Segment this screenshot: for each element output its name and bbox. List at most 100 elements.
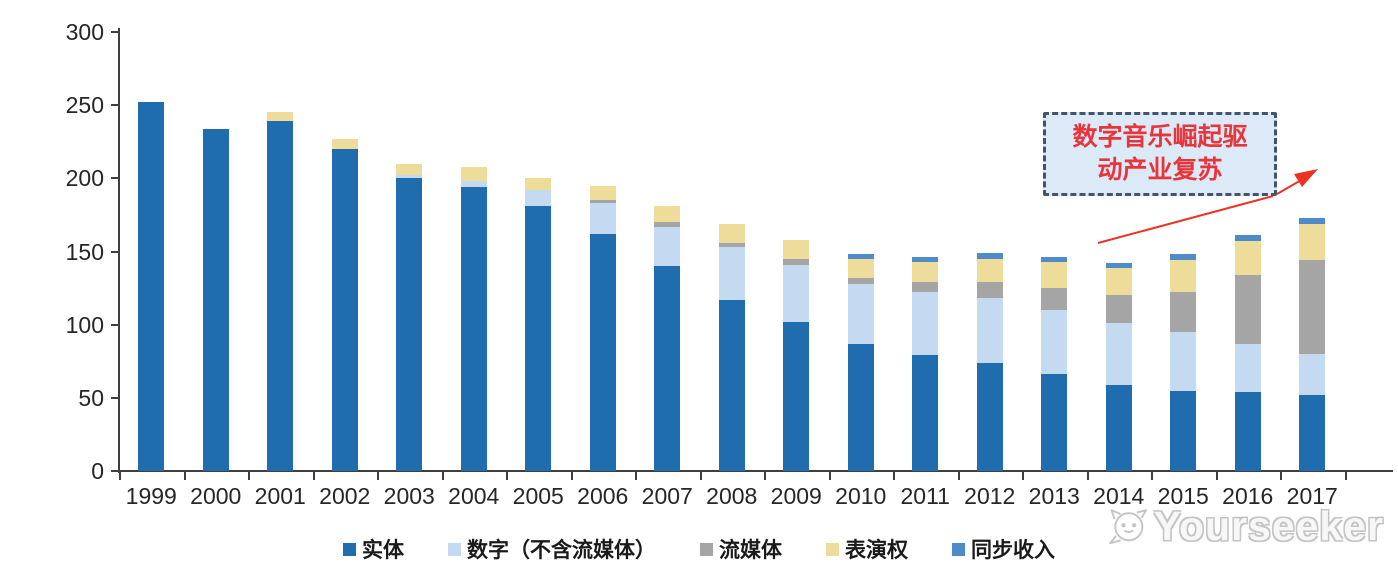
bar-segment-实体	[1041, 374, 1068, 471]
legend-swatch-icon	[448, 542, 461, 556]
legend-swatch-icon	[700, 542, 713, 556]
y-tick-label: 0	[91, 458, 104, 484]
bar-segment-实体	[1299, 394, 1326, 471]
bar-segment-流媒体	[1170, 292, 1197, 332]
legend-label: 数字（不含流媒体）	[467, 538, 656, 562]
x-axis-tick	[893, 472, 895, 480]
bar-segment-表演权	[589, 185, 616, 201]
bar-segment-数字（不含流媒体）	[718, 247, 745, 300]
bar-segment-流媒体	[1299, 260, 1326, 354]
legend-item: 同步收入	[952, 534, 1055, 564]
bar-segment-同步收入	[1234, 235, 1261, 242]
bar-segment-数字（不含流媒体）	[1170, 331, 1197, 391]
x-axis-tick	[699, 472, 702, 480]
y-tick-label: 100	[65, 311, 104, 338]
legend-swatch-icon	[343, 542, 356, 556]
y-tick-label: 50	[78, 384, 104, 411]
bar-segment-流媒体	[589, 200, 616, 204]
bar-segment-表演权	[1234, 241, 1261, 275]
legend-label: 实体	[362, 538, 404, 562]
legend-label: 表演权	[845, 538, 908, 562]
legend-item: 数字（不含流媒体）	[448, 534, 656, 564]
x-axis-tick	[119, 472, 121, 480]
bar-segment-同步收入	[1299, 217, 1326, 224]
y-axis-tick	[111, 323, 119, 326]
bar-segment-数字（不含流媒体）	[525, 190, 552, 207]
bar-segment-数字（不含流媒体）	[847, 283, 874, 344]
bar-segment-表演权	[1299, 223, 1326, 261]
bar-segment-流媒体	[1234, 274, 1261, 344]
bar-segment-数字（不含流媒体）	[912, 292, 939, 356]
bar-segment-数字（不含流媒体）	[976, 298, 1003, 363]
bar-segment-数字（不含流媒体）	[1234, 343, 1261, 392]
bar-segment-同步收入	[847, 254, 874, 259]
bar-segment-流媒体	[654, 222, 681, 227]
legend-item: 表演权	[826, 534, 908, 564]
x-axis-tick	[1151, 472, 1153, 480]
x-axis-tick	[441, 472, 444, 480]
watermark-text: Yourseeker	[1153, 502, 1384, 549]
bar-segment-流媒体	[976, 282, 1003, 299]
x-axis-tick	[1280, 472, 1282, 480]
x-axis-tick	[312, 472, 315, 480]
legend-label: 同步收入	[971, 538, 1055, 562]
x-axis-tick	[1086, 472, 1089, 480]
bar-segment-实体	[1234, 391, 1261, 471]
bar-segment-流媒体	[783, 258, 810, 265]
bar-segment-实体	[718, 299, 745, 471]
bar-segment-数字（不含流媒体）	[783, 264, 810, 322]
x-axis-tick	[957, 472, 960, 480]
bar-segment-实体	[331, 149, 358, 471]
x-tick-label: 2007	[641, 483, 693, 509]
x-tick-label: 2008	[706, 483, 758, 509]
x-tick-label: 2016	[1222, 483, 1274, 509]
bar-segment-实体	[976, 362, 1003, 471]
x-axis-tick	[183, 472, 186, 480]
watermark: Yourseeker	[1104, 498, 1384, 554]
x-axis-tick	[764, 472, 766, 480]
bar-segment-流媒体	[1041, 288, 1068, 311]
x-axis-tick	[377, 472, 379, 480]
x-tick-label: 2006	[577, 483, 629, 509]
y-axis-tick	[111, 250, 119, 253]
bar-segment-流媒体	[718, 242, 745, 248]
x-axis-tick	[635, 472, 637, 480]
y-axis-tick	[111, 470, 119, 472]
legend-item: 流媒体	[700, 534, 782, 564]
bar-segment-同步收入	[1041, 257, 1068, 262]
bar-segment-同步收入	[1170, 254, 1197, 261]
x-tick-label: 2011	[900, 483, 950, 509]
x-tick-label: 2003	[383, 483, 435, 509]
bar-segment-表演权	[1105, 267, 1132, 296]
bar-segment-表演权	[460, 166, 487, 182]
x-tick-label: 2009	[770, 483, 822, 509]
x-axis-tick	[1215, 472, 1218, 480]
y-tick-label: 150	[65, 238, 104, 265]
x-tick-label: 1999	[125, 483, 177, 509]
bar-segment-实体	[847, 343, 874, 471]
x-axis-tick	[248, 472, 250, 480]
bar-segment-实体	[460, 187, 487, 471]
x-axis-tick	[1344, 472, 1347, 480]
x-tick-label: 2013	[1028, 483, 1080, 509]
cat-face-icon	[1109, 509, 1148, 545]
bar-segment-实体	[138, 102, 165, 471]
bar-segment-表演权	[396, 163, 423, 176]
bar-segment-流媒体	[912, 282, 939, 293]
bar-segment-数字（不含流媒体）	[460, 181, 487, 188]
x-axis-tick	[506, 472, 508, 480]
y-tick-label: 250	[65, 92, 104, 119]
annotation-box: 数字音乐崛起驱 动产业复苏	[1043, 112, 1277, 196]
bar-segment-表演权	[267, 112, 294, 122]
x-axis-tick	[1022, 472, 1024, 480]
annotation-text-line1: 数字音乐崛起驱	[1072, 124, 1248, 151]
bar-segment-实体	[1105, 384, 1132, 471]
x-tick-label: 2017	[1286, 483, 1338, 509]
bar-segment-实体	[589, 233, 616, 471]
y-tick-label: 200	[65, 165, 104, 192]
legend-label: 流媒体	[719, 538, 782, 562]
x-tick-label: 2000	[190, 483, 242, 509]
legend: 实体 数字（不含流媒体） 流媒体 表演权 同步收入	[0, 534, 1398, 564]
x-tick-label: 2015	[1157, 483, 1209, 509]
